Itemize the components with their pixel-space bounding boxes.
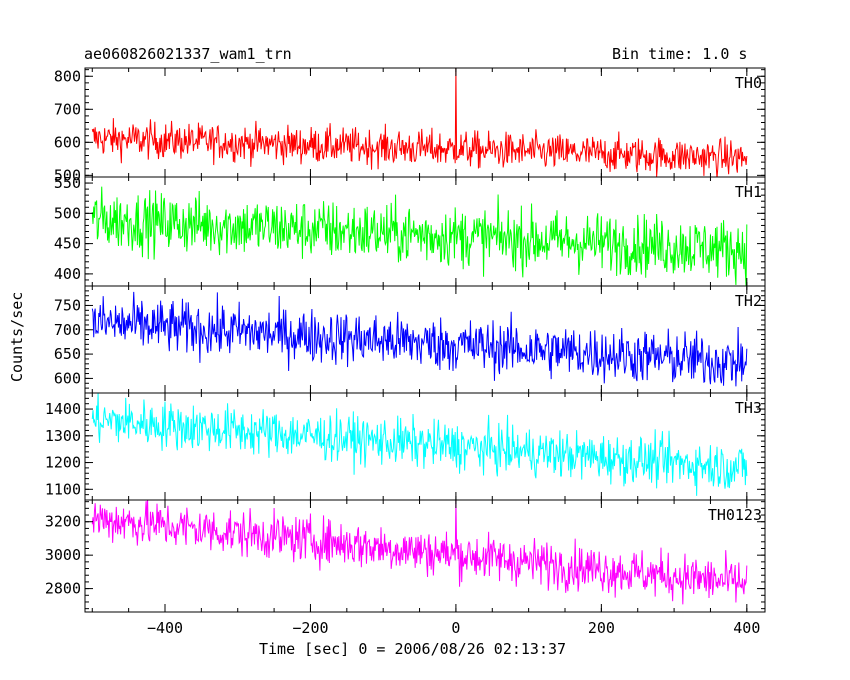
- y-tick-label: 2800: [45, 580, 81, 598]
- y-tick-label: 700: [54, 100, 81, 118]
- y-tick-label: 450: [54, 235, 81, 253]
- panel-frame-th0123: [84, 499, 766, 613]
- y-tick-label: 3000: [45, 546, 81, 564]
- panel-frame-th0: [84, 67, 766, 178]
- series-line-th1: [91, 186, 748, 286]
- panel-label-th0123: TH0123: [708, 506, 762, 524]
- x-tick-label: 200: [588, 619, 615, 637]
- y-tick-label: 600: [54, 369, 81, 387]
- panel-label-th1: TH1: [735, 183, 762, 201]
- series-line-th0: [91, 68, 748, 177]
- x-tick-label: 400: [733, 619, 760, 637]
- series-line-th0123: [91, 500, 748, 605]
- y-tick-label: 400: [54, 265, 81, 283]
- y-tick-label: 800: [54, 67, 81, 85]
- y-tick-label: 1100: [45, 480, 81, 498]
- bin-time-label: Bin time: 1.0 s: [612, 45, 748, 63]
- panel-label-th0: TH0: [735, 74, 762, 92]
- chart-title: ae060826021337_wam1_trn: [84, 45, 292, 63]
- x-axis-label: Time [sec] 0 = 2006/08/26 02:13:37: [259, 640, 567, 658]
- y-tick-label: 550: [54, 174, 81, 192]
- panel-label-th2: TH2: [735, 292, 762, 310]
- y-tick-label: 500: [54, 204, 81, 222]
- y-tick-label: 1200: [45, 454, 81, 472]
- y-tick-label: 650: [54, 345, 81, 363]
- series-line-th2: [91, 291, 748, 387]
- y-tick-label: 1400: [45, 400, 81, 418]
- series-line-th3: [91, 393, 748, 496]
- y-tick-label: 500: [54, 166, 81, 184]
- x-tick-label: 0: [451, 619, 460, 637]
- y-tick-label: 1300: [45, 427, 81, 445]
- y-tick-label: 3200: [45, 513, 81, 531]
- y-tick-label: 700: [54, 321, 81, 339]
- x-tick-label: −200: [292, 619, 328, 637]
- x-tick-label: −400: [147, 619, 183, 637]
- y-tick-label: 750: [54, 296, 81, 314]
- panel-label-th3: TH3: [735, 399, 762, 417]
- y-tick-label: 600: [54, 133, 81, 151]
